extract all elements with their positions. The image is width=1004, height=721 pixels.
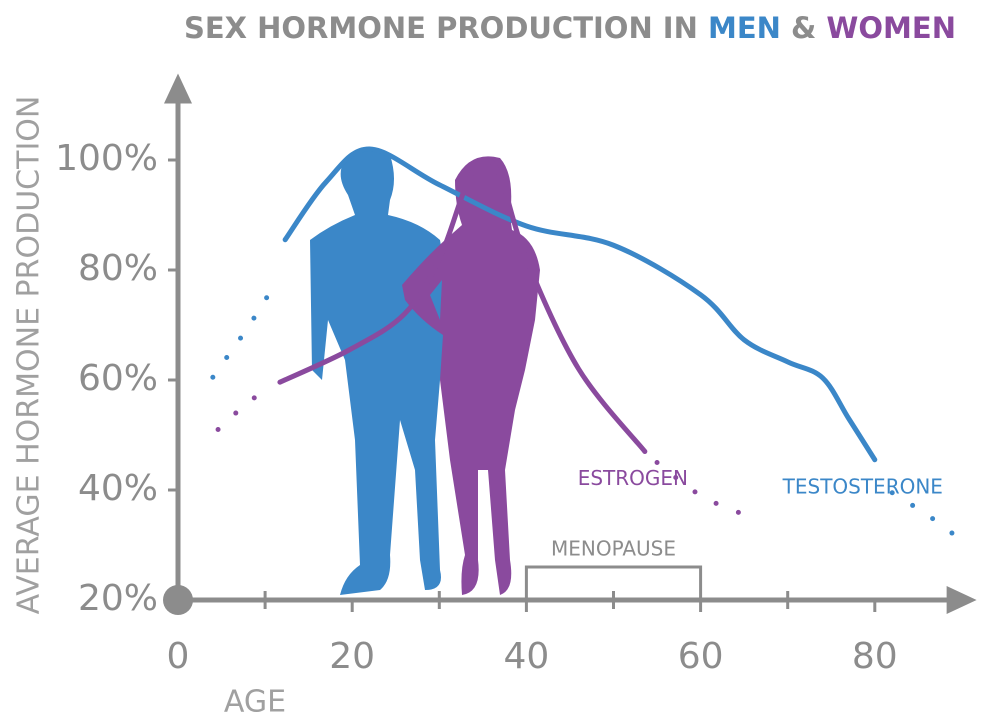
x-axis-arrow bbox=[947, 586, 977, 614]
y-tick-label: 80% bbox=[78, 248, 158, 289]
y-tick-label: 100% bbox=[55, 138, 158, 179]
title-part: & bbox=[781, 11, 826, 45]
series-line bbox=[892, 493, 953, 534]
y-tick-label: 20% bbox=[78, 578, 158, 619]
x-tick-label: 80 bbox=[852, 636, 898, 677]
series-line bbox=[218, 395, 258, 430]
x-tick-label: 40 bbox=[503, 636, 549, 677]
man-silhouette bbox=[310, 149, 455, 595]
title-part: WOMEN bbox=[826, 11, 956, 45]
y-axis-arrow bbox=[164, 74, 192, 104]
series-line bbox=[213, 278, 278, 377]
y-tick-label: 40% bbox=[78, 468, 158, 509]
x-axis-label: AGE bbox=[224, 685, 286, 720]
chart: SEX HORMONE PRODUCTION IN MEN & WOMEN AV… bbox=[0, 0, 1004, 721]
y-axis-label: AVERAGE HORMONE PRODUCTION bbox=[12, 96, 47, 615]
title-part: MEN bbox=[708, 11, 781, 45]
series-label: ESTROGEN bbox=[578, 466, 688, 490]
x-tick-label: 0 bbox=[167, 636, 190, 677]
series-label: TESTOSTERONE bbox=[782, 474, 943, 498]
x-tick-label: 60 bbox=[678, 636, 724, 677]
menopause-label: MENOPAUSE bbox=[551, 537, 676, 561]
y-tick-label: 60% bbox=[78, 358, 158, 399]
x-tick-label: 20 bbox=[329, 636, 375, 677]
title-part: SEX HORMONE PRODUCTION IN bbox=[184, 11, 708, 45]
chart-title: SEX HORMONE PRODUCTION IN MEN & WOMEN bbox=[184, 11, 956, 45]
